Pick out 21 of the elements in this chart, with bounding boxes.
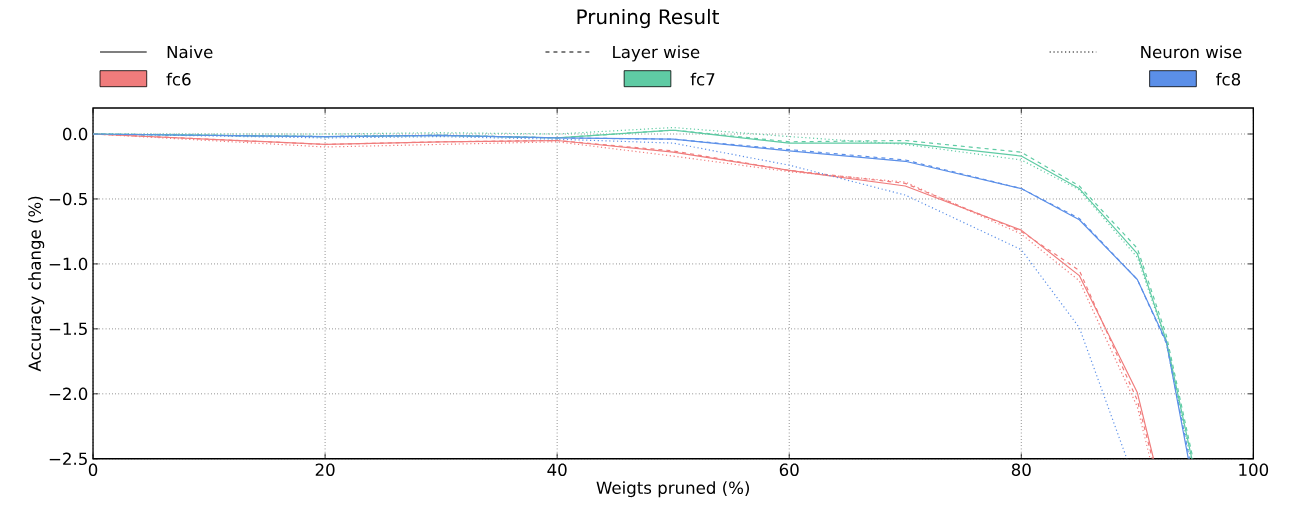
x-tick-label: 60 — [779, 463, 799, 476]
legend-label: fc7 — [690, 72, 715, 86]
x-tick-label: 40 — [547, 463, 567, 476]
x-tick-label: 20 — [315, 463, 335, 476]
legend-label: fc6 — [166, 72, 191, 86]
x-axis-title: Weigts pruned (%) — [596, 480, 749, 498]
y-tick-label: 0.0 — [63, 127, 88, 141]
y-tick-label: −2.5 — [49, 452, 87, 465]
text: Layer wise — [613, 45, 700, 62]
y-tick-label: −2.0 — [49, 387, 88, 400]
x-tick-label: 100 — [1239, 463, 1269, 476]
chart-title: Pruning Result — [577, 8, 719, 28]
text: Neuron wise — [1141, 45, 1242, 59]
x-tick-label: 0 — [88, 463, 98, 476]
y-axis-title: Accuracy change (%) — [28, 196, 45, 372]
y-tick-label: −1.5 — [49, 322, 87, 335]
x-tick-label: 80 — [1011, 463, 1031, 476]
legend-label: fc8 — [1216, 72, 1241, 86]
text: Naive — [167, 45, 213, 59]
y-tick-label: −1.0 — [49, 257, 88, 270]
y-tick-label: −0.5 — [49, 192, 87, 205]
